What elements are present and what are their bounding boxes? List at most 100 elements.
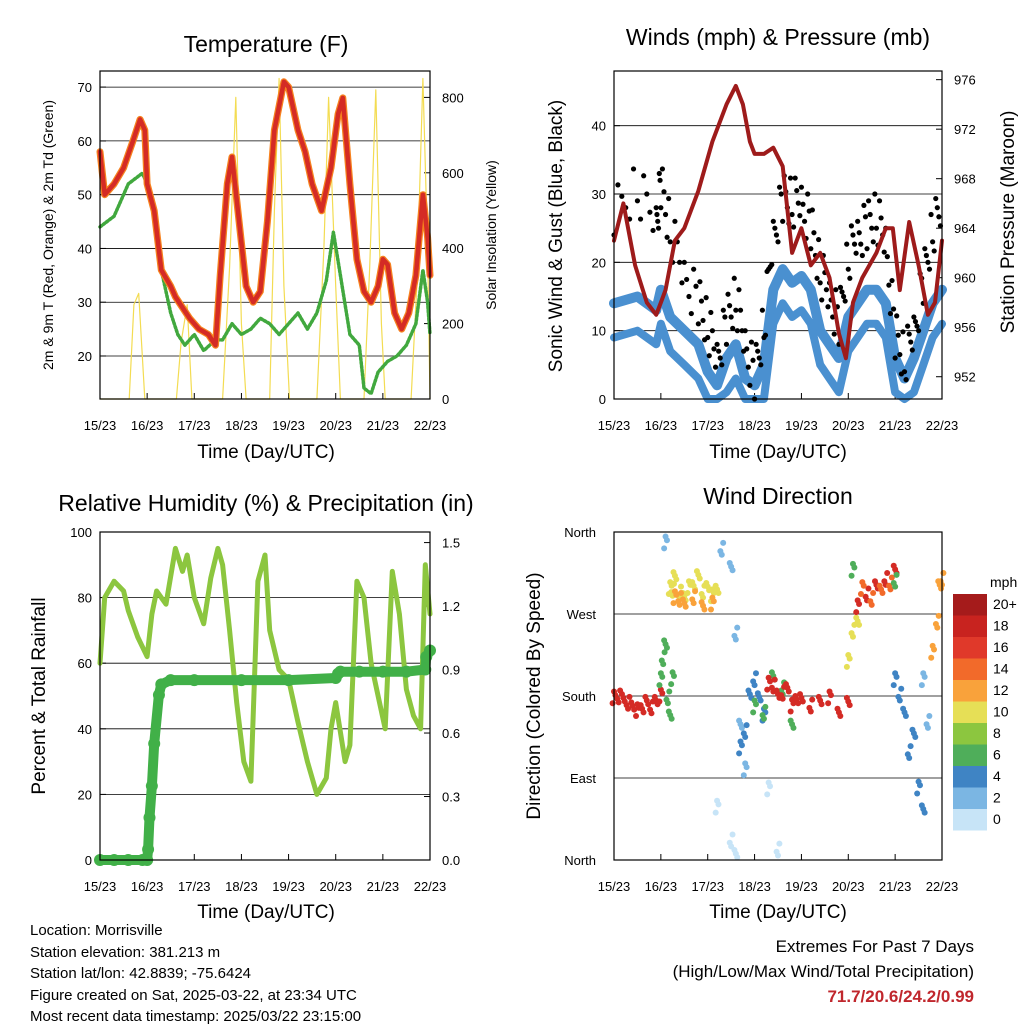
wind-direction-point <box>661 649 668 656</box>
winds-y2tick-label: 952 <box>954 370 976 385</box>
gust-point <box>679 280 685 286</box>
gust-point <box>811 230 817 236</box>
gust-point <box>925 259 931 265</box>
precipitation-point <box>282 674 295 687</box>
gust-point <box>870 239 876 245</box>
legend-label: 8 <box>993 725 1001 741</box>
wind-direction-point <box>827 692 834 699</box>
info-created: Figure created on Sat, 2025-03-22, at 23… <box>30 986 357 1004</box>
relative-humidity-line <box>97 545 433 797</box>
temperature-2m-line <box>97 79 433 348</box>
temperature-ytick-label: 30 <box>78 295 92 310</box>
info-location: Location: Morrisville <box>30 922 163 939</box>
gust-point <box>650 227 656 234</box>
gust-point <box>831 331 837 337</box>
dewpoint-line <box>98 171 432 396</box>
gust-point <box>734 328 740 334</box>
gust-point <box>841 293 847 300</box>
legend-label: 10 <box>993 704 1009 720</box>
wind-direction-point <box>851 564 858 571</box>
gust-point <box>847 275 853 281</box>
wind-direction-point <box>701 606 708 613</box>
gust-point <box>723 341 730 347</box>
direction-tick-label: North <box>564 853 596 868</box>
info-elevation: Station elevation: 381.213 m <box>30 943 221 961</box>
legend-label: 16 <box>993 639 1009 655</box>
wind-direction-point <box>656 682 663 689</box>
wind-direction-point <box>856 621 863 628</box>
info-recent: Most recent data timestamp: 2025/03/22 2… <box>30 1008 362 1026</box>
humidity-xtick-label: 22/23 <box>414 879 447 894</box>
gust-point <box>850 232 856 238</box>
gust-point <box>775 239 781 245</box>
wind-direction-point <box>764 686 771 693</box>
winds-y2tick-label: 956 <box>954 320 976 335</box>
gust-point <box>654 211 660 218</box>
gust-point <box>792 175 798 181</box>
wind-direction-point <box>734 624 741 631</box>
temperature-ytick-label: 20 <box>78 349 92 364</box>
wind-direction-point <box>684 590 691 597</box>
wind-direction-xlabel: Time (Day/UTC) <box>709 902 847 923</box>
winds-y2tick-label: 960 <box>954 271 976 286</box>
direction-xtick-label: 20/23 <box>832 879 865 894</box>
gust-point <box>737 307 744 313</box>
wind-direction-point <box>707 606 714 613</box>
gust-point <box>797 213 803 219</box>
gust-point <box>869 225 875 231</box>
humidity-xlabel: Time (Day/UTC) <box>197 902 335 923</box>
precipitation-point <box>143 811 156 824</box>
precipitation-line <box>95 645 435 865</box>
gust-point <box>922 246 928 252</box>
gust-point <box>750 357 756 363</box>
gust-point <box>656 170 662 177</box>
wind-direction-point <box>678 583 685 590</box>
gust-point <box>795 200 801 206</box>
wind-direction-point <box>893 673 900 680</box>
gust-point <box>825 304 831 310</box>
gust-point <box>895 332 901 338</box>
wind-direction-point <box>738 724 745 731</box>
gust-point <box>745 364 751 370</box>
gust-point <box>934 205 940 211</box>
gust-point <box>861 202 867 208</box>
gust-point <box>801 218 808 224</box>
wind-direction-point <box>785 688 792 695</box>
gust-point <box>747 382 753 388</box>
temperature-y2tick-label: 0 <box>442 392 449 407</box>
wind-direction-point <box>668 681 675 688</box>
extremes-subheading: (High/Low/Max Wind/Total Precipitation) <box>672 962 974 981</box>
temperature-xtick-label: 22/23 <box>414 418 447 433</box>
gust-point <box>817 280 823 286</box>
wind-direction-point <box>884 570 891 576</box>
wind-direction-point <box>892 583 899 590</box>
gust-point <box>858 241 864 247</box>
gust-point <box>705 334 711 341</box>
wind-direction-ylabel: Direction (Colored By Speed) <box>524 572 545 819</box>
gust-point <box>758 362 764 368</box>
gust-point <box>667 239 673 245</box>
gust-point <box>662 211 669 218</box>
humidity-ylabel: Percent & Total Rainfall <box>29 597 50 794</box>
gust-point <box>772 225 778 231</box>
wind-direction-point <box>825 700 832 707</box>
winds-xlabel: Time (Day/UTC) <box>709 442 847 463</box>
direction-xtick-label: 16/23 <box>645 879 678 894</box>
gust-point <box>769 262 775 268</box>
gust-point <box>809 207 815 213</box>
wind-direction-point <box>870 590 877 597</box>
winds-y2tick-label: 964 <box>954 221 976 236</box>
gust-point <box>853 250 859 256</box>
gust-point <box>837 284 844 290</box>
humidity-xtick-label: 15/23 <box>84 879 117 894</box>
precipitation-point <box>419 663 432 676</box>
wind-direction-point <box>663 644 670 651</box>
gust-point <box>634 198 641 204</box>
wind-direction-point <box>751 682 758 689</box>
gust-point <box>684 276 690 283</box>
wind-direction-point <box>837 713 844 720</box>
temperature-xtick-label: 16/23 <box>131 418 164 433</box>
legend-label: 18 <box>993 618 1009 634</box>
gust-point <box>805 191 811 197</box>
gust-point <box>677 259 683 265</box>
